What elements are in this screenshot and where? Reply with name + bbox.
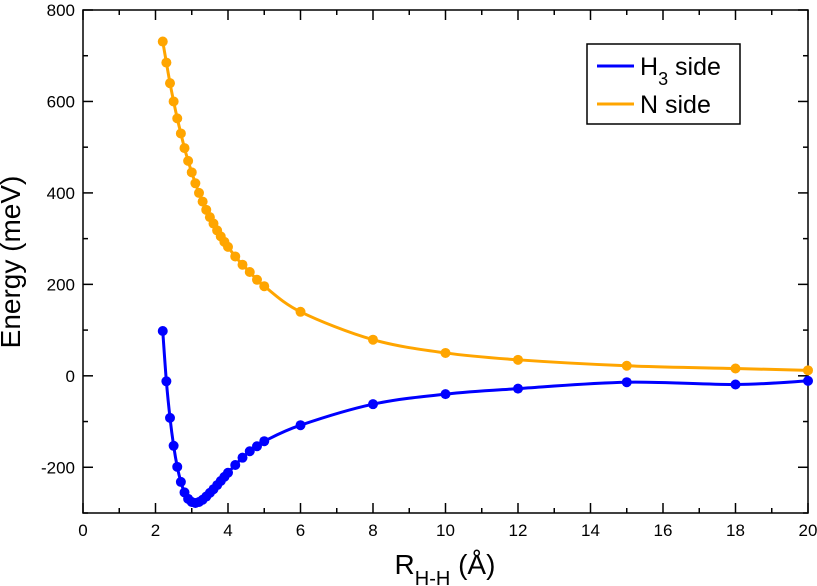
data-point-n-side bbox=[175, 128, 186, 139]
series-n-side bbox=[157, 36, 813, 376]
x-tick-label: 20 bbox=[799, 521, 817, 540]
series-h3-side bbox=[157, 326, 813, 508]
x-axis-ticks: 0 2 4 6 8 10 12 14 16 18 20 bbox=[78, 10, 817, 540]
y-tick-label: 600 bbox=[47, 92, 75, 111]
x-tick-label: 8 bbox=[368, 521, 377, 540]
x-tick-label: 14 bbox=[581, 521, 600, 540]
legend-label-h3-suffix: side bbox=[668, 53, 721, 81]
data-point-n-side bbox=[730, 363, 741, 374]
y-axis-title: Energy (meV) bbox=[0, 176, 26, 349]
x-tick-label: 4 bbox=[223, 521, 232, 540]
data-point-n-side bbox=[223, 241, 233, 252]
data-point-h3-side bbox=[172, 461, 183, 472]
data-point-h3-side bbox=[803, 375, 813, 386]
data-point-h3-side bbox=[223, 467, 233, 478]
y-tick-label: 800 bbox=[47, 1, 75, 20]
data-point-h3-side bbox=[730, 379, 741, 390]
data-point-n-side bbox=[197, 196, 208, 207]
data-point-h3-side bbox=[175, 476, 186, 487]
x-tick-label: 6 bbox=[296, 521, 305, 540]
data-point-h3-side bbox=[295, 420, 306, 431]
data-point-n-side bbox=[179, 143, 190, 154]
x-tick-label: 10 bbox=[436, 521, 455, 540]
data-point-n-side bbox=[252, 274, 262, 285]
x-axis-title: RH-H (Å) bbox=[395, 549, 496, 586]
y-tick-label: 200 bbox=[47, 275, 75, 294]
y-tick-label: 0 bbox=[66, 367, 75, 386]
x-tick-label: 2 bbox=[151, 521, 160, 540]
data-point-n-side bbox=[165, 78, 175, 89]
data-point-n-side bbox=[295, 306, 306, 317]
data-point-h3-side bbox=[165, 412, 175, 423]
data-point-n-side bbox=[186, 167, 197, 178]
data-point-n-side bbox=[513, 354, 523, 365]
legend-label-h3-side: H3 side bbox=[640, 53, 721, 89]
data-point-n-side bbox=[440, 347, 451, 358]
data-point-h3-side bbox=[161, 376, 172, 387]
data-point-h3-side bbox=[368, 399, 378, 410]
data-point-n-side bbox=[172, 113, 183, 124]
series-layer bbox=[157, 36, 813, 508]
legend-label-n-side: N side bbox=[640, 91, 711, 119]
data-point-n-side bbox=[368, 334, 378, 345]
legend-box bbox=[586, 43, 741, 125]
data-point-h3-side bbox=[157, 326, 168, 337]
data-point-n-side bbox=[168, 96, 179, 107]
x-tick-label: 12 bbox=[509, 521, 528, 540]
data-point-n-side bbox=[183, 155, 194, 166]
data-point-h3-side bbox=[259, 436, 270, 447]
data-point-h3-side bbox=[168, 440, 179, 451]
data-point-n-side bbox=[803, 365, 813, 376]
y-axis-ticks: -200 0 200 400 600 800 bbox=[41, 1, 808, 514]
legend: H3 side N side bbox=[586, 43, 741, 125]
x-tick-label: 0 bbox=[78, 521, 87, 540]
x-axis-title-main: R bbox=[395, 549, 415, 580]
x-axis-title-subscript: H-H bbox=[415, 568, 451, 586]
data-point-n-side bbox=[157, 36, 168, 47]
data-point-h3-side bbox=[513, 383, 523, 394]
data-point-h3-side bbox=[621, 377, 632, 388]
data-point-n-side bbox=[259, 281, 270, 292]
data-point-n-side bbox=[621, 360, 632, 371]
legend-label-h3-main: H bbox=[640, 53, 658, 81]
data-point-h3-side bbox=[230, 459, 241, 470]
data-point-n-side bbox=[190, 178, 201, 189]
data-point-n-side bbox=[230, 251, 241, 262]
data-point-h3-side bbox=[237, 452, 248, 463]
data-point-h3-side bbox=[252, 441, 262, 452]
data-point-n-side bbox=[194, 187, 204, 198]
data-point-n-side bbox=[237, 259, 248, 270]
legend-label-h3-subscript: 3 bbox=[658, 69, 668, 89]
x-tick-label: 18 bbox=[726, 521, 745, 540]
x-axis-title-suffix: (Å) bbox=[450, 549, 495, 580]
x-tick-label: 16 bbox=[654, 521, 673, 540]
data-point-n-side bbox=[161, 57, 172, 68]
data-point-h3-side bbox=[440, 389, 451, 400]
data-point-h3-side bbox=[244, 446, 255, 457]
y-tick-label: -200 bbox=[41, 458, 75, 477]
y-tick-label: 400 bbox=[47, 184, 75, 203]
data-point-n-side bbox=[244, 267, 255, 278]
